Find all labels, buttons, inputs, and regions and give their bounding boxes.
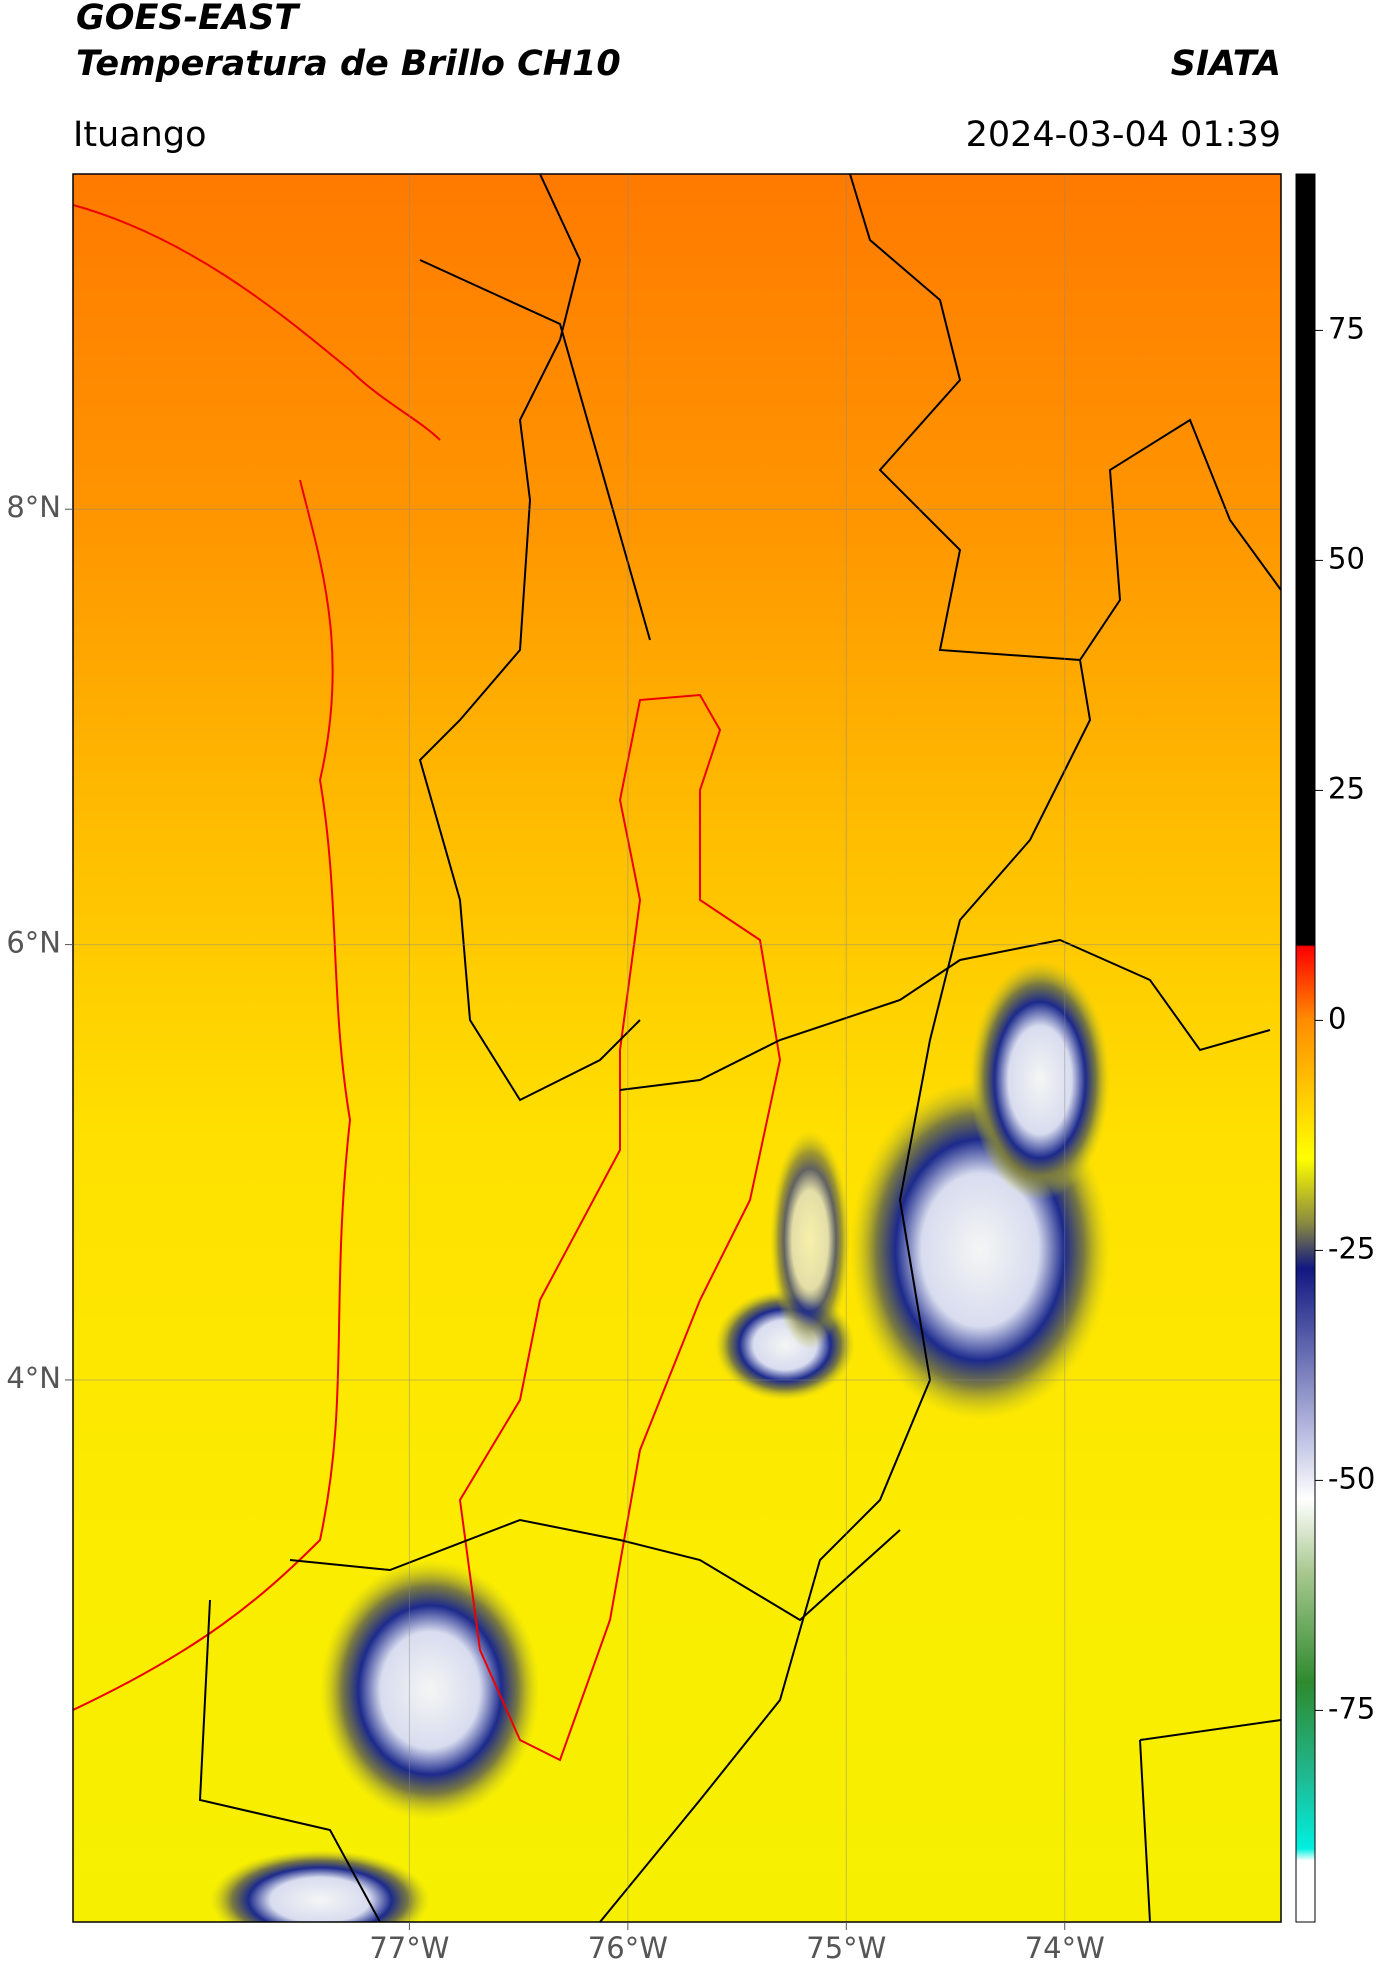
lon-tick-label: 74°W	[1025, 1931, 1105, 1965]
source: SIATA	[1171, 44, 1281, 84]
datetime: 2024-03-04 01:39	[966, 115, 1281, 155]
cloud	[970, 960, 1110, 1200]
admin-boundary	[198, 174, 1281, 1922]
colorbar-tick-label: 75	[1328, 311, 1365, 345]
colorbar-tick-label: 25	[1328, 771, 1365, 805]
colorbar-tick-label: 0	[1328, 1001, 1346, 1035]
region-boundary	[458, 693, 782, 1762]
lon-tick-label: 75°W	[806, 1931, 886, 1965]
colorbar-tick-label: -75	[1328, 1691, 1375, 1725]
coastline	[73, 204, 441, 1711]
title: GOES-EAST	[76, 0, 301, 38]
lat-tick-label: 4°N	[6, 1361, 61, 1395]
lat-tick-label: 6°N	[6, 926, 61, 960]
lon-tick-label: 76°W	[588, 1931, 668, 1965]
graticule	[73, 174, 1281, 1922]
subtitle: Temperatura de Brillo CH10	[76, 44, 621, 84]
lat-tick-label: 8°N	[6, 490, 61, 524]
cloud	[320, 1560, 540, 1820]
cloud	[770, 1130, 850, 1350]
map-area	[73, 174, 1281, 1922]
colorbar-tick-label: -50	[1328, 1461, 1375, 1495]
colorbar	[1295, 173, 1316, 1923]
colorbar-tick-label: 50	[1328, 541, 1365, 575]
colorbar-tick-label: -25	[1328, 1231, 1375, 1265]
map-frame	[72, 173, 1282, 1923]
cloud	[210, 1850, 430, 1922]
lon-tick-label: 77°W	[369, 1931, 449, 1965]
location: Ituango	[73, 115, 207, 155]
